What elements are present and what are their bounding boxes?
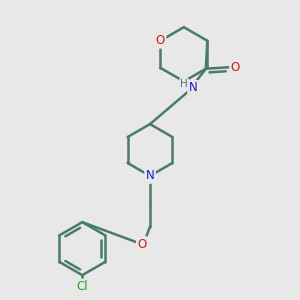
Text: O: O — [137, 238, 147, 251]
Text: N: N — [146, 169, 154, 182]
Text: H: H — [180, 79, 188, 89]
Text: Cl: Cl — [76, 280, 88, 293]
Text: N: N — [188, 81, 197, 94]
Text: O: O — [231, 61, 240, 74]
Text: O: O — [156, 34, 165, 47]
